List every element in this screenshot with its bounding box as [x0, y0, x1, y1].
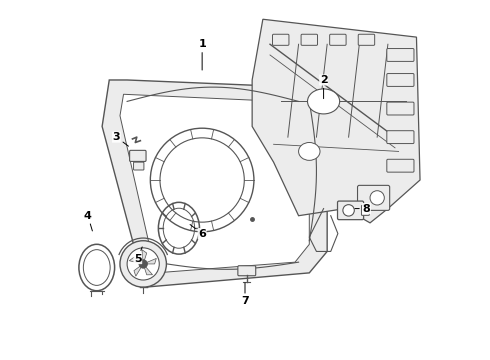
FancyBboxPatch shape — [130, 150, 146, 161]
Circle shape — [370, 191, 384, 205]
Circle shape — [343, 204, 354, 216]
FancyBboxPatch shape — [330, 34, 346, 45]
FancyBboxPatch shape — [362, 205, 369, 215]
Text: 8: 8 — [355, 203, 370, 213]
FancyBboxPatch shape — [387, 131, 414, 144]
Text: 1: 1 — [198, 39, 206, 70]
Polygon shape — [143, 258, 156, 264]
Ellipse shape — [308, 89, 340, 114]
FancyBboxPatch shape — [301, 34, 318, 45]
Polygon shape — [129, 257, 143, 264]
Text: 4: 4 — [84, 211, 93, 231]
FancyBboxPatch shape — [387, 73, 414, 86]
FancyBboxPatch shape — [387, 159, 414, 172]
Ellipse shape — [298, 143, 320, 160]
Polygon shape — [142, 250, 147, 264]
Circle shape — [120, 241, 167, 287]
Circle shape — [150, 128, 254, 232]
FancyBboxPatch shape — [338, 201, 364, 220]
FancyBboxPatch shape — [358, 34, 375, 45]
Text: 5: 5 — [134, 247, 142, 264]
FancyBboxPatch shape — [134, 162, 144, 170]
Text: 7: 7 — [241, 283, 249, 306]
Polygon shape — [252, 19, 420, 223]
Text: 3: 3 — [113, 132, 128, 146]
FancyBboxPatch shape — [387, 49, 414, 62]
FancyBboxPatch shape — [387, 102, 414, 115]
Polygon shape — [120, 94, 309, 273]
Text: 6: 6 — [190, 225, 206, 239]
Polygon shape — [143, 264, 152, 275]
Polygon shape — [102, 80, 327, 287]
Circle shape — [127, 248, 159, 280]
FancyBboxPatch shape — [272, 34, 289, 45]
Polygon shape — [134, 264, 143, 276]
FancyBboxPatch shape — [358, 185, 390, 210]
Circle shape — [139, 260, 147, 268]
Text: 2: 2 — [319, 75, 327, 99]
FancyBboxPatch shape — [238, 266, 256, 276]
